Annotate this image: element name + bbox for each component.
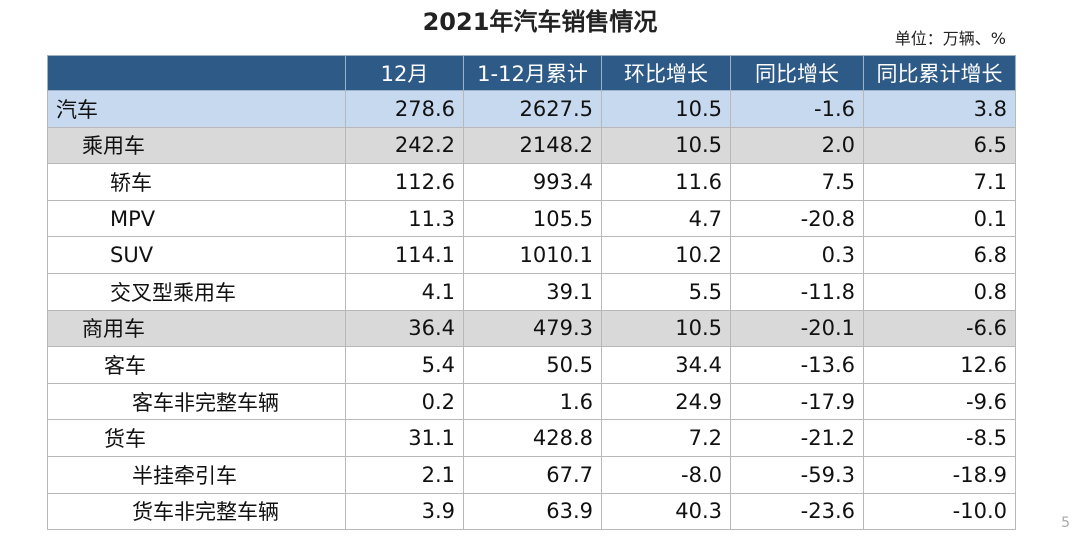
cell: -6.6 [863,309,1016,348]
cell: -21.2 [730,419,864,457]
cell: 242.2 [345,126,464,165]
row-label: 商用车 [47,309,346,348]
cell: 10.5 [601,90,731,128]
cell: 3.8 [863,90,1016,128]
cell: 31.1 [345,419,464,457]
cell: 50.5 [463,346,602,384]
cell: 993.4 [463,163,602,201]
cell: -8.5 [863,419,1016,457]
cell: 10.2 [601,236,731,274]
cell: 428.8 [463,419,602,457]
table-row: 轿车 112.6 993.4 11.6 7.5 7.1 [47,163,1016,201]
cell: -10.0 [863,492,1016,531]
cell: 479.3 [463,309,602,348]
row-label: 货车 [47,419,346,457]
cell: 0.8 [863,272,1016,311]
cell: 278.6 [345,90,464,128]
cell: -23.6 [730,492,864,531]
cell: -9.6 [863,382,1016,421]
table-row: 交叉型乘用车 4.1 39.1 5.5 -11.8 0.8 [47,272,1016,311]
cell: 12.6 [863,346,1016,384]
cell: 114.1 [345,236,464,274]
cell: 6.5 [863,126,1016,165]
row-label: 客车非完整车辆 [47,382,346,421]
table-row: 乘用车 242.2 2148.2 10.5 2.0 6.5 [47,126,1016,165]
cell: 7.2 [601,419,731,457]
cell: 34.4 [601,346,731,384]
table-row: MPV 11.3 105.5 4.7 -20.8 0.1 [47,199,1016,238]
column-header: 1-12月累计 [463,55,602,91]
header-row: 12月 1-12月累计 环比增长 同比增长 同比累计增长 [47,55,1016,91]
cell: 112.6 [345,163,464,201]
page-number: 5 [1061,515,1070,531]
row-label: SUV [47,236,346,274]
table-row: 货车非完整车辆 3.9 63.9 40.3 -23.6 -10.0 [47,492,1016,531]
cell: 2148.2 [463,126,602,165]
cell: 7.1 [863,163,1016,201]
row-label: 交叉型乘用车 [47,272,346,311]
cell: 10.5 [601,309,731,348]
row-label: MPV [47,199,346,238]
cell: 3.9 [345,492,464,531]
cell: 10.5 [601,126,731,165]
cell: 0.1 [863,199,1016,238]
row-label: 货车非完整车辆 [47,492,346,531]
cell: 7.5 [730,163,864,201]
cell: 105.5 [463,199,602,238]
cell: 5.4 [345,346,464,384]
cell: 4.7 [601,199,731,238]
column-header: 同比增长 [730,55,864,91]
cell: 40.3 [601,492,731,531]
cell: -17.9 [730,382,864,421]
cell: -11.8 [730,272,864,311]
table-row: 货车 31.1 428.8 7.2 -21.2 -8.5 [47,419,1016,457]
cell: 11.3 [345,199,464,238]
row-label: 半挂牵引车 [47,455,346,494]
cell: -20.1 [730,309,864,348]
row-label: 乘用车 [47,126,346,165]
cell: 5.5 [601,272,731,311]
cell: 0.2 [345,382,464,421]
cell: -20.8 [730,199,864,238]
table-row: 半挂牵引车 2.1 67.7 -8.0 -59.3 -18.9 [47,455,1016,494]
cell: 2627.5 [463,90,602,128]
cell: 67.7 [463,455,602,494]
cell: 39.1 [463,272,602,311]
cell: 2.0 [730,126,864,165]
cell: 63.9 [463,492,602,531]
cell: -1.6 [730,90,864,128]
column-header: 同比累计增长 [863,55,1016,91]
cell: 36.4 [345,309,464,348]
cell: 4.1 [345,272,464,311]
cell: 1010.1 [463,236,602,274]
cell: 1.6 [463,382,602,421]
table-row: 客车非完整车辆 0.2 1.6 24.9 -17.9 -9.6 [47,382,1016,421]
cell: 2.1 [345,455,464,494]
table-row: 汽车 278.6 2627.5 10.5 -1.6 3.8 [47,90,1016,128]
cell: 6.8 [863,236,1016,274]
row-label: 汽车 [47,90,346,128]
cell: 0.3 [730,236,864,274]
cell: 11.6 [601,163,731,201]
unit-note: 单位：万辆、% [894,29,1006,48]
table-row: 商用车 36.4 479.3 10.5 -20.1 -6.6 [47,309,1016,348]
column-header: 环比增长 [601,55,731,91]
table-row: SUV 114.1 1010.1 10.2 0.3 6.8 [47,236,1016,274]
column-header [47,55,346,91]
column-header: 12月 [345,55,464,91]
cell: -59.3 [730,455,864,494]
sales-table: 12月 1-12月累计 环比增长 同比增长 同比累计增长 汽车 278.6 2627.5 10… [47,55,1016,531]
cell: 24.9 [601,382,731,421]
title: 2021年汽车销售情况 [422,8,658,36]
row-label: 轿车 [47,163,346,201]
cell: -13.6 [730,346,864,384]
row-label: 客车 [47,346,346,384]
cell: -18.9 [863,455,1016,494]
table-row: 客车 5.4 50.5 34.4 -13.6 12.6 [47,346,1016,384]
cell: -8.0 [601,455,731,494]
table-body: 汽车 278.6 2627.5 10.5 -1.6 3.8 乘用车 242.2 2148.2 10… [47,90,1016,531]
